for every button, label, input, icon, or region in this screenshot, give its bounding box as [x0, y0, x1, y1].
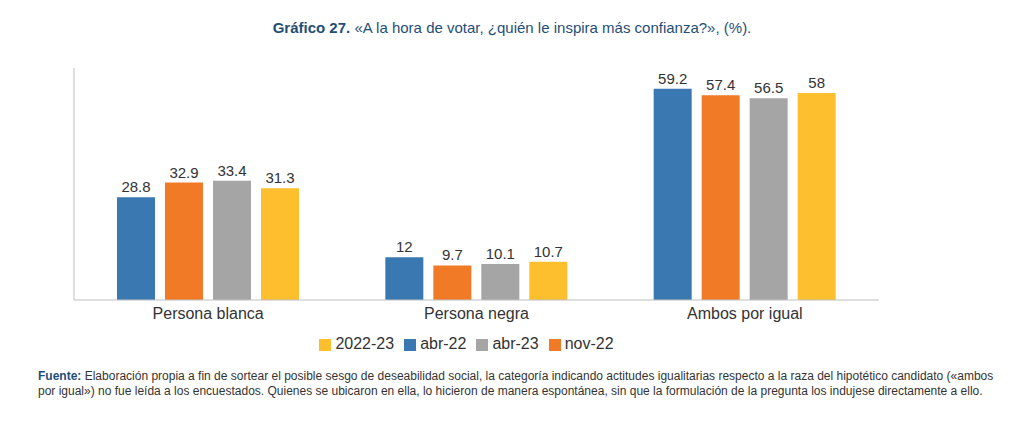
html-text:2022-23: 2022-23 — [335, 335, 395, 352]
svg-text:33.4: 33.4 — [217, 162, 246, 179]
svg-text:12: 12 — [396, 238, 413, 255]
svg-text:Persona blanca: Persona blanca — [153, 305, 264, 322]
svg-text:10.7: 10.7 — [534, 243, 563, 260]
html-text:abr-23: abr-23 — [492, 335, 539, 352]
svg-text:9.7: 9.7 — [442, 246, 463, 263]
html-text:Fuente: Elaboración propia a f: Fuente: Elaboración propia a fin de sort… — [38, 369, 994, 398]
html-text:nov-22: nov-22 — [564, 335, 614, 352]
html-text:Gráfico 27. «A la hora de vota: Gráfico 27. «A la hora de votar, ¿quién … — [272, 19, 752, 36]
svg-text:56.5: 56.5 — [754, 79, 783, 96]
svg-text:Ambos por igual: Ambos por igual — [687, 305, 803, 322]
svg-text:32.9: 32.9 — [169, 164, 198, 181]
svg-text:28.8: 28.8 — [121, 178, 150, 195]
svg-text:10.1: 10.1 — [486, 245, 515, 262]
svg-text:31.3: 31.3 — [265, 169, 294, 186]
svg-text:58: 58 — [808, 74, 825, 91]
svg-text:Persona negra: Persona negra — [424, 305, 529, 322]
svg-text:59.2: 59.2 — [658, 70, 687, 87]
svg-text:57.4: 57.4 — [706, 76, 735, 93]
html-text:abr-22: abr-22 — [420, 335, 467, 352]
